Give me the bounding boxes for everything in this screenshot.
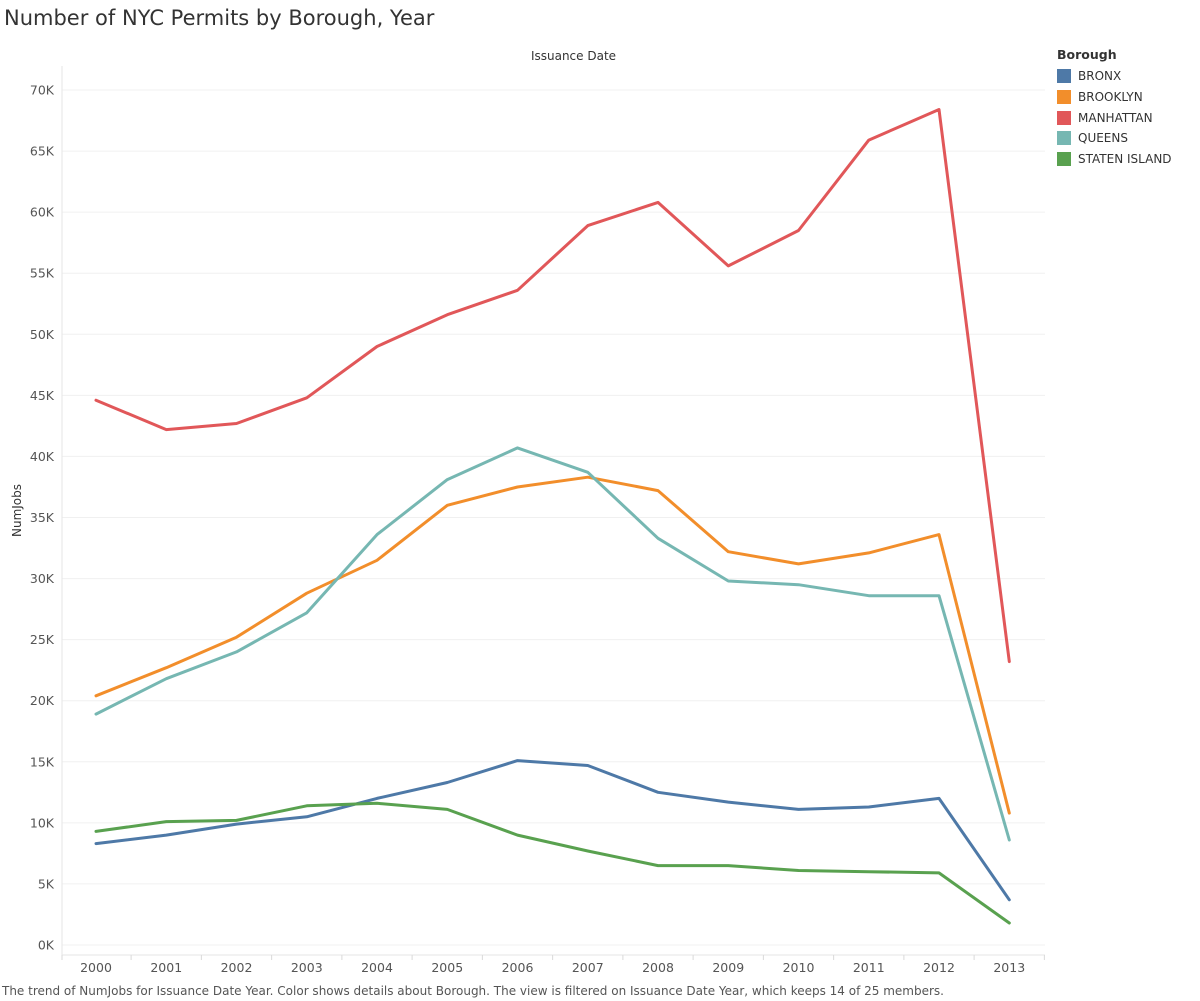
y-tick-label: 60K [30, 205, 55, 220]
legend-swatch-manhattan [1057, 110, 1071, 125]
series-lines [94, 108, 1011, 925]
y-axis-ticks: 0K 5K 10K 15K 20K 25K 30K 35K 40K 45K 50K 55K 60K 65K… [30, 83, 55, 953]
y-tick-label: 5K [38, 876, 55, 891]
x-tick-label: 2006 [502, 960, 534, 975]
y-tick-label: 35K [30, 510, 55, 525]
legend-item-manhattan[interactable]: MANHATTAN [1057, 107, 1172, 128]
legend-item-bronx[interactable]: BRONX [1057, 66, 1172, 87]
x-tick-label: 2004 [361, 960, 393, 975]
legend-swatch-staten-island [1057, 152, 1071, 167]
x-tick-label: 2013 [993, 960, 1025, 975]
y-tick-label: 10K [30, 815, 55, 830]
legend-swatch-brooklyn [1057, 90, 1071, 105]
legend-item-brooklyn[interactable]: BROOKLYN [1057, 87, 1172, 108]
legend-title: Borough [1057, 47, 1117, 62]
axes [61, 66, 1045, 960]
x-tick-label: 2005 [431, 960, 463, 975]
page-title: Number of NYC Permits by Borough, Year [4, 6, 435, 30]
y-tick-label: 50K [30, 327, 55, 342]
x-tick-label: 2001 [150, 960, 182, 975]
x-axis-ticks: 2000 2001 2002 2003 2004 2005 2006 2007 2008 2009… [80, 960, 1025, 975]
y-tick-label: 40K [30, 449, 55, 464]
x-tick-label: 2002 [221, 960, 253, 975]
y-axis-title: NumJobs [10, 484, 24, 537]
y-tick-label: 20K [30, 693, 55, 708]
x-tick-label: 2003 [291, 960, 323, 975]
series-line-queens [94, 446, 1011, 842]
caption-footer: The trend of NumJobs for Issuance Date Y… [2, 984, 944, 998]
x-tick-label: 2007 [572, 960, 604, 975]
y-tick-label: 55K [30, 266, 55, 281]
x-tick-label: 2009 [712, 960, 744, 975]
x-tick-label: 2008 [642, 960, 674, 975]
x-tick-label: 2012 [923, 960, 955, 975]
legend-item-queens[interactable]: QUEENS [1057, 128, 1172, 149]
x-axis-header: Issuance Date [531, 49, 616, 63]
y-tick-label: 0K [38, 938, 55, 953]
y-tick-label: 25K [30, 632, 55, 647]
x-tick-label: 2000 [80, 960, 112, 975]
legend-item-staten-island[interactable]: STATEN ISLAND [1057, 149, 1172, 170]
series-line-manhattan [94, 108, 1011, 664]
series-line-bronx [94, 759, 1011, 902]
series-line-brooklyn [94, 475, 1011, 815]
gridlines [62, 89, 1045, 946]
legend-label: BRONX [1078, 69, 1122, 84]
y-tick-label: 65K [30, 144, 55, 159]
legend-swatch-queens [1057, 131, 1071, 146]
x-tick-label: 2010 [783, 960, 815, 975]
legend-label: STATEN ISLAND [1078, 152, 1172, 167]
legend-label: MANHATTAN [1078, 110, 1153, 125]
legend-label: QUEENS [1078, 131, 1128, 146]
legend: Borough BRONX BROOKLYN MANHATTAN QUEENS … [1057, 47, 1172, 169]
series-line-staten-island [94, 801, 1011, 925]
y-tick-label: 70K [30, 83, 55, 98]
y-tick-label: 30K [30, 571, 55, 586]
x-tick-label: 2011 [853, 960, 885, 975]
y-tick-label: 45K [30, 388, 55, 403]
legend-label: BROOKLYN [1078, 90, 1143, 105]
y-tick-label: 15K [30, 754, 55, 769]
legend-swatch-bronx [1057, 69, 1071, 84]
